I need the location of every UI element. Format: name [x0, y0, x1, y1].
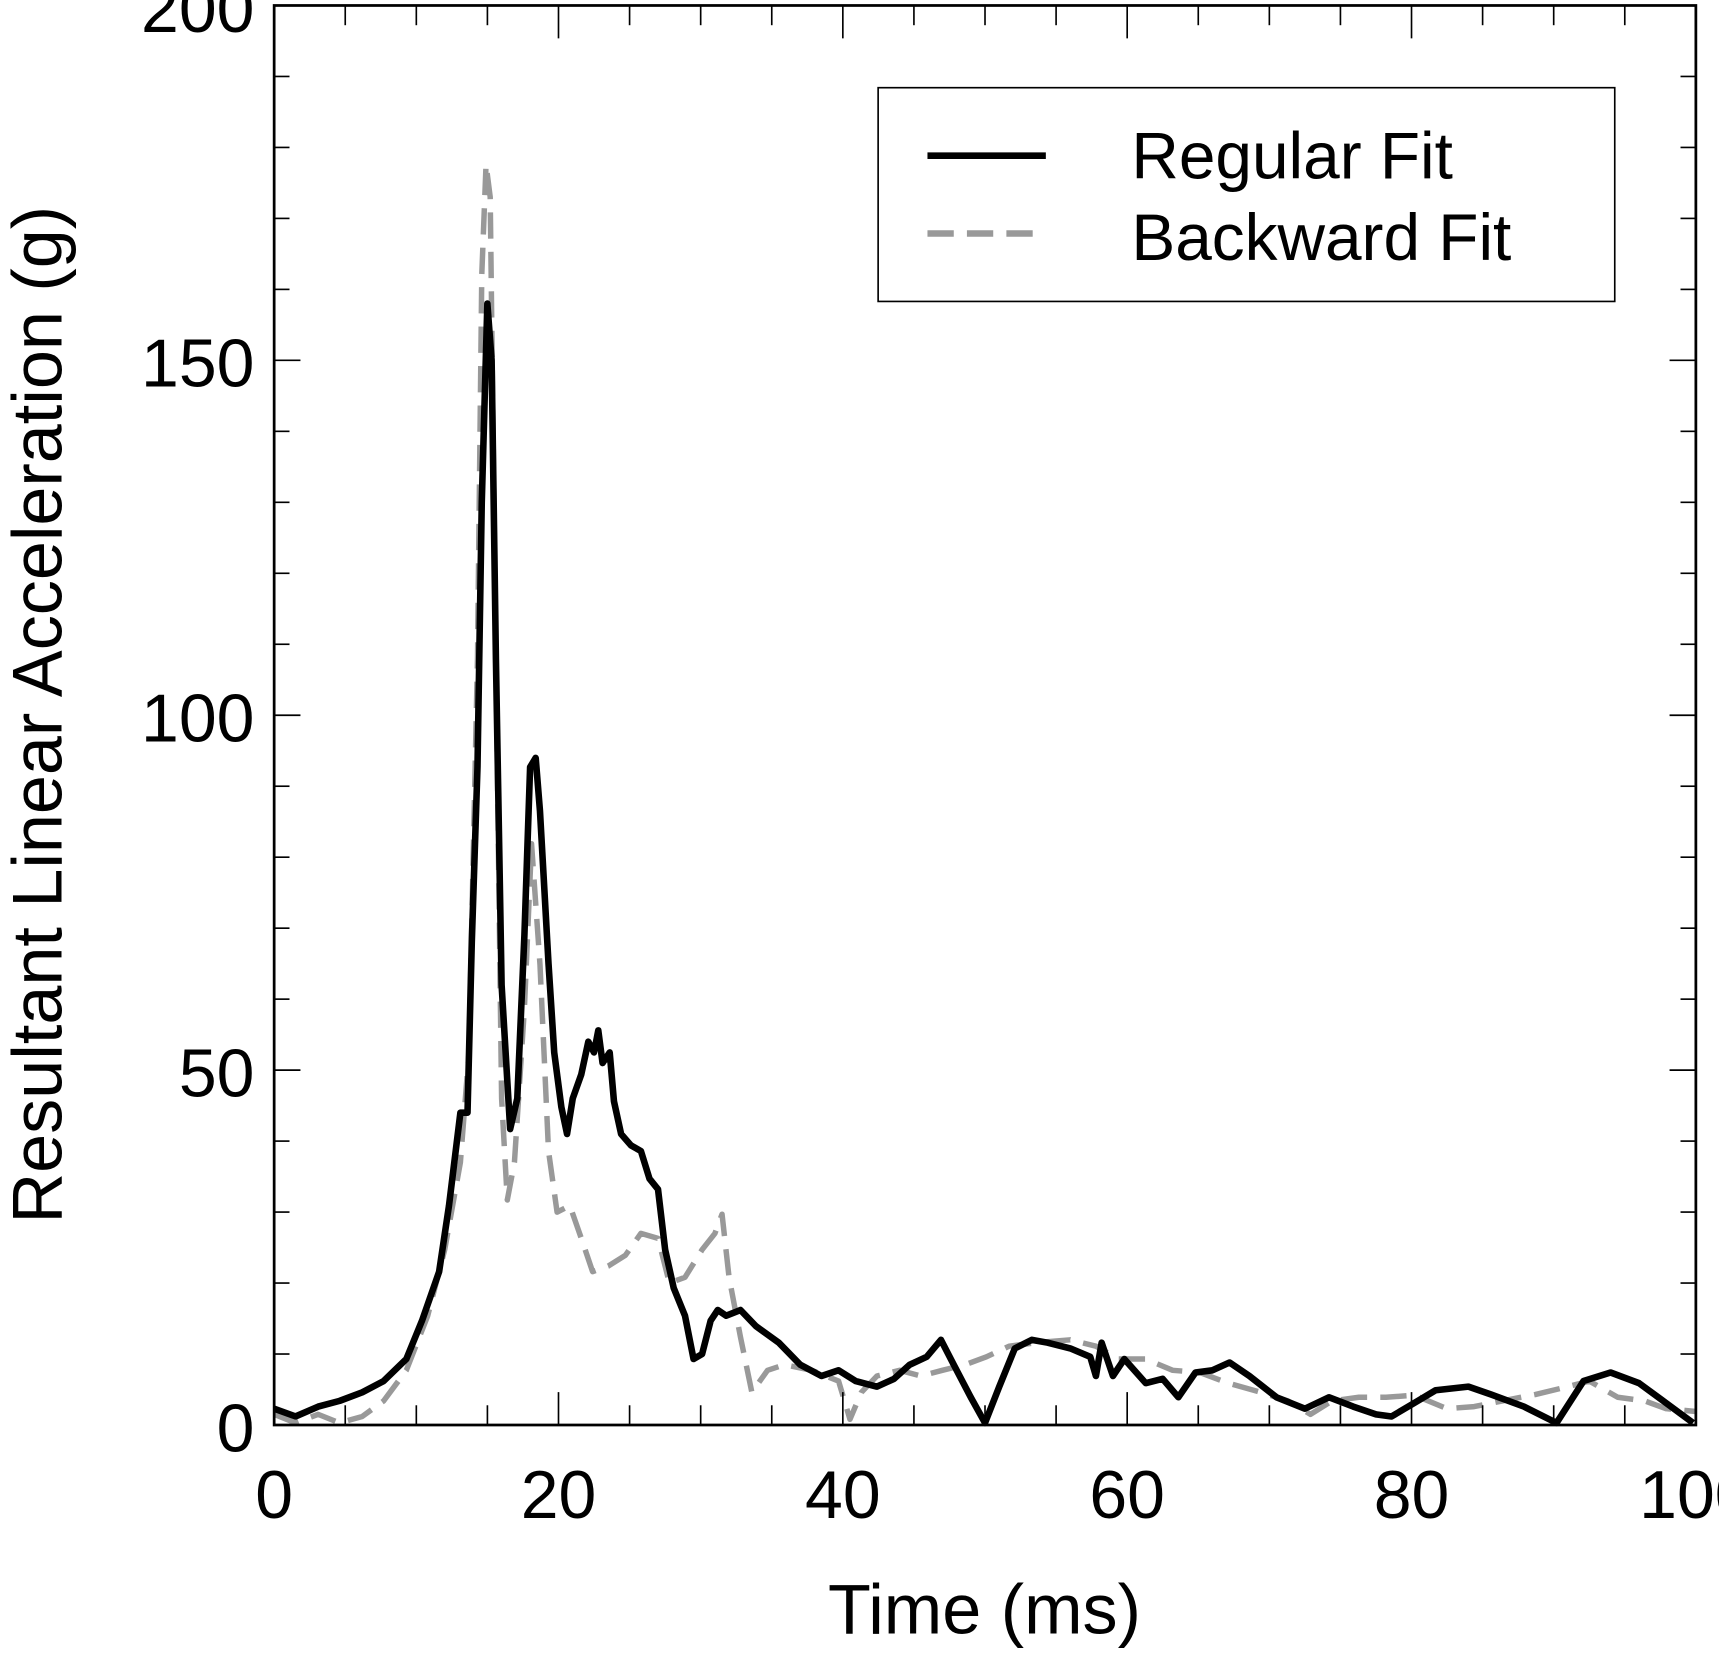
- x-tick-label: 100: [1639, 1457, 1719, 1533]
- y-tick-labels: 0 50 100 150 200: [141, 0, 254, 1466]
- x-tick-label: 60: [1089, 1457, 1165, 1533]
- ticks-layer: [273, 4, 1697, 1426]
- x-axis-label: Time (ms): [828, 1569, 1141, 1648]
- series-layer: [273, 161, 1697, 1427]
- y-axis-label: Resultant Linear Acceleration (g): [0, 206, 77, 1224]
- legend: Regular Fit Backward Fit: [877, 86, 1616, 303]
- y-tick-label: 200: [141, 0, 254, 47]
- series-line-regular-fit: [273, 300, 1695, 1427]
- y-tick-label: 50: [179, 1035, 255, 1111]
- x-tick-label: 20: [521, 1457, 597, 1533]
- y-tick-label: 0: [217, 1390, 255, 1466]
- x-tick-label: 40: [805, 1457, 881, 1533]
- y-tick-label: 100: [141, 681, 254, 757]
- x-tick-labels: 0 20 40 60 80 100: [255, 1457, 1719, 1533]
- y-tick-label: 150: [141, 326, 254, 402]
- x-tick-label: 0: [255, 1457, 293, 1533]
- legend-label-regular-fit: Regular Fit: [1131, 119, 1453, 193]
- legend-box: [877, 86, 1616, 303]
- legend-label-backward-fit: Backward Fit: [1131, 200, 1511, 274]
- x-tick-label: 80: [1374, 1457, 1450, 1533]
